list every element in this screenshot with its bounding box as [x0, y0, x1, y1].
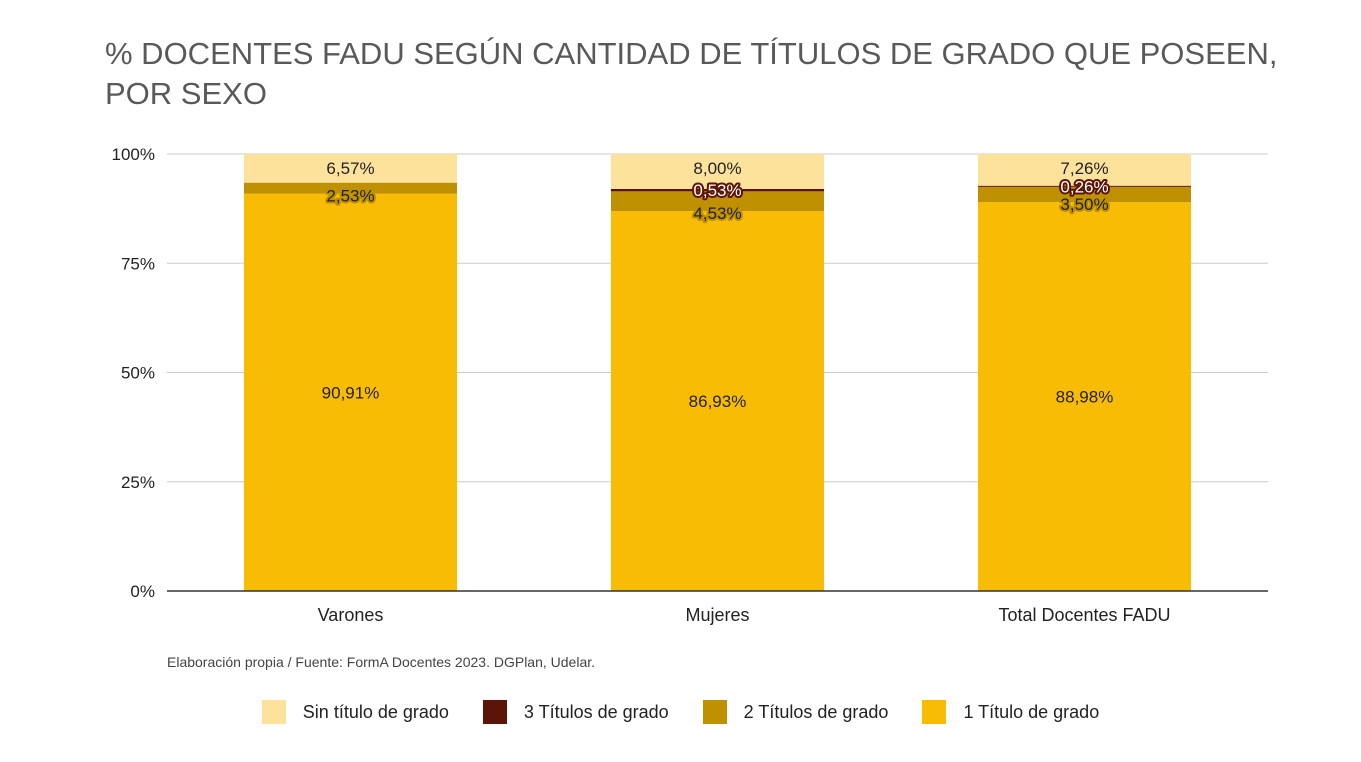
legend-item-sin-titulo: Sin título de grado [261, 700, 449, 724]
y-tick-label: 100% [112, 145, 155, 164]
chart-title: % DOCENTES FADU SEGÚN CANTIDAD DE TÍTULO… [105, 36, 1278, 111]
y-tick-label: 50% [121, 364, 155, 383]
data-label: 0,53% [693, 181, 741, 200]
bar-segment [978, 154, 1191, 186]
legend-label-dos-titulos: 2 Títulos de grado [743, 701, 889, 722]
data-label: 2,53% [326, 187, 374, 206]
y-tick-label: 25% [121, 473, 155, 492]
legend-item-tres-titulos: 3 Títulos de grado [482, 700, 669, 724]
data-label: 88,98% [1056, 388, 1114, 407]
x-tick-label: Mujeres [685, 605, 749, 625]
bar-segment [611, 191, 824, 212]
legend-label-sin-titulo: Sin título de grado [302, 701, 449, 722]
data-label: 0,26% [1060, 177, 1108, 196]
legend-swatch-un-titulo [922, 700, 947, 724]
y-tick-label: 75% [121, 254, 155, 273]
bar-segment [978, 186, 1191, 203]
bar-segment [244, 193, 457, 591]
y-axis-ticks: 0% 25% 50% 75% 100% [112, 145, 155, 601]
stacked-bar-chart: 0% 25% 50% 75% 100% 90,91% 2,53% 6,57% 86,93% 4,… [112, 145, 1268, 625]
bar-segment [611, 189, 824, 192]
data-label: 7,26% [1060, 159, 1108, 178]
legend-swatch-sin-titulo [261, 700, 286, 724]
x-tick-label: Total Docentes FADU [998, 605, 1170, 625]
bar-segment [244, 154, 457, 183]
data-label: 90,91% [322, 383, 380, 402]
bars [244, 154, 1191, 591]
x-tick-label: Varones [318, 605, 384, 625]
legend-label-un-titulo: 1 Título de grado [963, 701, 1100, 722]
data-labels: 90,91% 2,53% 6,57% 86,93% 4,53% 0,53% 8,00% 88,… [322, 159, 1114, 411]
bar-segment [978, 202, 1191, 591]
legend-item-un-titulo: 1 Título de grado [922, 700, 1099, 724]
legend-label-tres-titulos: 3 Títulos de grado [523, 701, 669, 722]
legend-swatch-dos-titulos [702, 700, 727, 724]
bar-segment [978, 185, 1191, 187]
data-label: 3,50% [1060, 195, 1108, 214]
y-tick-label: 0% [130, 582, 155, 601]
bar-segment [611, 211, 824, 591]
legend-swatch-tres-titulos [482, 700, 507, 724]
data-label: 8,00% [693, 159, 741, 178]
x-axis: Varones Mujeres Total Docentes FADU [167, 590, 1268, 625]
bar-segment [244, 182, 457, 194]
legend-item-dos-titulos: 2 Títulos de grado [702, 700, 889, 724]
bar-segment [611, 154, 824, 190]
legend: Sin título de grado 3 Títulos de grado 2… [0, 700, 1361, 724]
data-label: 6,57% [326, 159, 374, 178]
data-label: 86,93% [689, 392, 747, 411]
source-note: Elaboración propia / Fuente: FormA Docen… [167, 654, 596, 670]
data-label: 4,53% [693, 204, 741, 223]
